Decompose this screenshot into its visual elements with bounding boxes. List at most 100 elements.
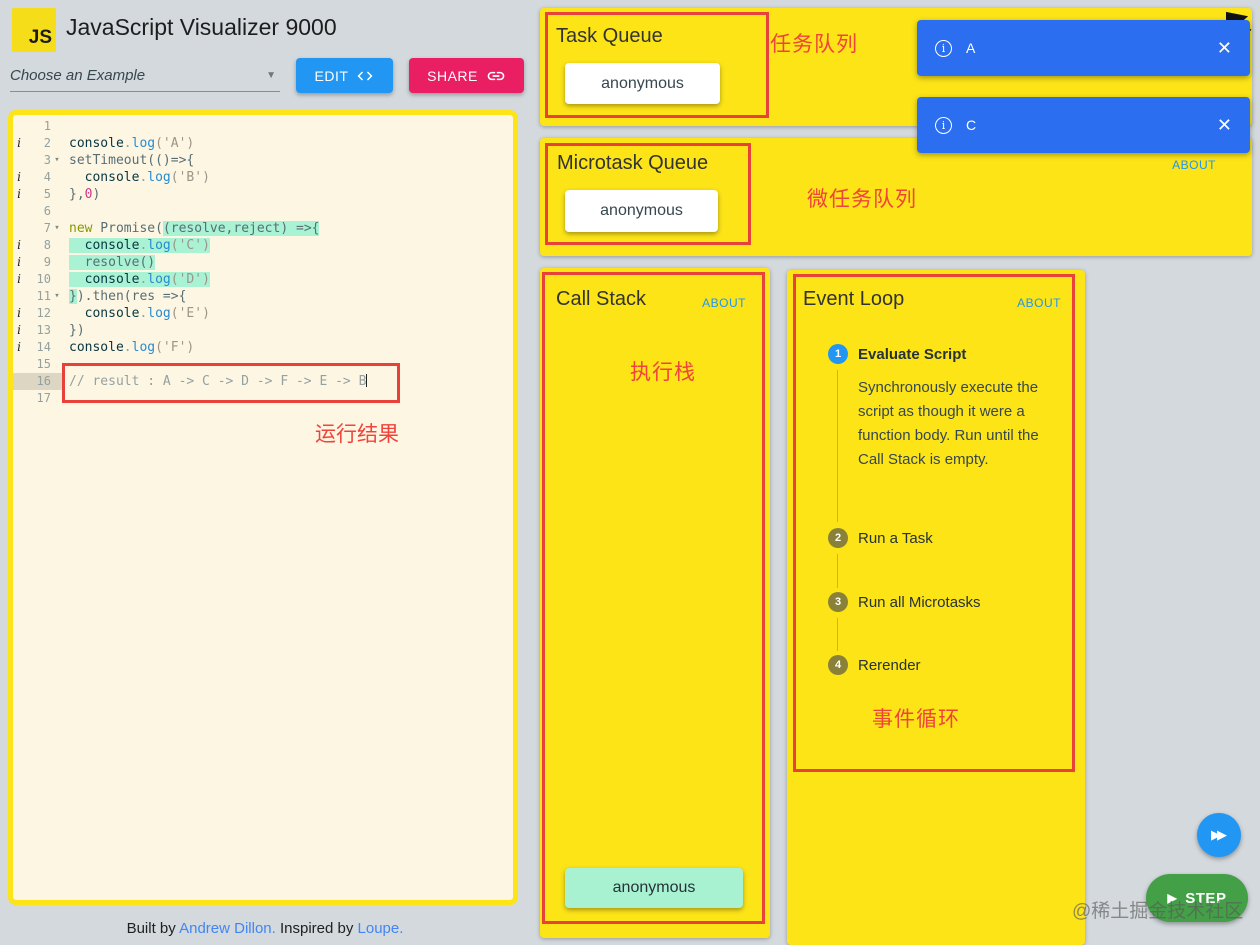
code-token: [69, 170, 85, 185]
js-logo: JS: [12, 8, 56, 52]
code-line-13[interactable]: i 13}): [13, 322, 513, 339]
js-logo-text: JS: [28, 27, 52, 48]
line-number: 2: [43, 136, 51, 150]
info-gutter-icon: i: [17, 170, 21, 184]
code-token: (resolve,reject) =>{: [162, 221, 320, 236]
step-badge-1: 1: [828, 344, 848, 364]
gutter-spacer: [51, 322, 63, 339]
code-gutter: i 13: [13, 322, 63, 339]
code-token: }): [69, 323, 85, 338]
line-number: 13: [36, 323, 51, 337]
gutter-spacer: [51, 305, 63, 322]
code-lines[interactable]: 1 i 2 console.log('A') 3 ▾ setTimeout(()=>{i 4 …: [13, 115, 513, 407]
code-line-17[interactable]: 17: [13, 390, 513, 407]
call-stack-title: Call Stack: [556, 288, 647, 310]
close-icon[interactable]: ✕: [1216, 114, 1232, 135]
close-icon[interactable]: ✕: [1216, 37, 1232, 58]
line-number: 7: [43, 221, 51, 235]
fold-arrow-icon[interactable]: ▾: [54, 291, 60, 301]
step-connector: [837, 618, 838, 651]
code-line-14[interactable]: i 14 console.log('F'): [13, 339, 513, 356]
edit-button[interactable]: EDIT: [296, 58, 393, 93]
example-select[interactable]: Choose an Example ▼: [10, 60, 280, 92]
code-token: .: [139, 238, 148, 253]
link-icon: [487, 71, 505, 80]
code-token: ('F'): [155, 340, 195, 355]
event-loop-cn-note: 事件循环: [872, 708, 960, 731]
gutter-spacer: [51, 254, 63, 271]
microtask-about-link[interactable]: ABOUT: [1172, 158, 1216, 172]
code-text: console.log('B'): [69, 169, 210, 186]
code-line-3[interactable]: 3 ▾ setTimeout(()=>{: [13, 152, 513, 169]
share-button[interactable]: SHARE: [409, 58, 524, 93]
toast-message: C: [966, 117, 977, 133]
code-gutter: i 12: [13, 305, 63, 322]
task-queue-cn-note: 任务队列: [770, 33, 858, 56]
line-number: 1: [43, 119, 51, 133]
code-token: console: [84, 306, 140, 321]
code-text: }): [69, 322, 85, 339]
info-gutter-icon: i: [17, 272, 21, 286]
code-token: log: [147, 238, 171, 253]
code-line-5[interactable]: i 5},0): [13, 186, 513, 203]
code-token: ('B'): [170, 170, 210, 185]
event-loop-about-link[interactable]: ABOUT: [1017, 296, 1061, 310]
gutter-spacer: [13, 390, 25, 407]
text-caret: [366, 374, 368, 387]
code-token: },: [69, 187, 85, 202]
code-icon: [357, 71, 373, 80]
code-line-1[interactable]: 1: [13, 118, 513, 135]
step-badge-4: 4: [828, 655, 848, 675]
code-token: [69, 272, 85, 287]
step-badge-3: 3: [828, 592, 848, 612]
call-stack-about-link[interactable]: ABOUT: [702, 296, 746, 310]
code-token: log: [147, 170, 171, 185]
code-token: resolve(): [69, 255, 156, 270]
fast-forward-button[interactable]: ▶▶: [1197, 813, 1241, 857]
gutter-spacer: [51, 339, 63, 356]
code-line-12[interactable]: i 12 console.log('E'): [13, 305, 513, 322]
code-text: console.log('A'): [69, 135, 194, 152]
micro-item: anonymous: [565, 190, 718, 232]
code-token: .: [139, 170, 148, 185]
microtask-queue-cn-note: 微任务队列: [807, 188, 917, 211]
toast-notification: i C ✕: [917, 97, 1250, 153]
fold-arrow-icon[interactable]: ▾: [54, 155, 60, 165]
code-editor[interactable]: 1 i 2 console.log('A') 3 ▾ setTimeout(()=>{i 4 …: [8, 110, 518, 905]
code-line-10[interactable]: i 10 console.log('D'): [13, 271, 513, 288]
gutter-spacer: [13, 118, 25, 135]
code-gutter: 15: [13, 356, 63, 373]
call-stack-panel: Call Stack ABOUT 执行栈 anonymous: [540, 268, 770, 938]
line-number: 6: [43, 204, 51, 218]
code-line-16[interactable]: 16 // result : A -> C -> D -> F -> E -> B: [13, 373, 513, 390]
info-icon: i: [935, 116, 952, 134]
fast-forward-icon: ▶▶: [1211, 827, 1227, 842]
code-line-11[interactable]: 11 ▾}).then(res =>{: [13, 288, 513, 305]
code-text: new Promise((resolve,reject) =>{: [69, 220, 320, 237]
footer-text: Inspired by: [275, 920, 358, 937]
author-link[interactable]: Andrew Dillon.: [179, 920, 276, 937]
fold-arrow-icon[interactable]: ▾: [54, 223, 60, 233]
code-line-15[interactable]: 15: [13, 356, 513, 373]
loupe-link[interactable]: Loupe.: [357, 920, 404, 937]
code-line-6[interactable]: 6: [13, 203, 513, 220]
code-line-2[interactable]: i 2 console.log('A'): [13, 135, 513, 152]
line-number: 9: [43, 255, 51, 269]
code-gutter: i 14: [13, 339, 63, 356]
line-number: 16: [36, 374, 51, 388]
code-line-7[interactable]: 7 ▾ new Promise((resolve,reject) =>{: [13, 220, 513, 237]
code-text: resolve(): [69, 254, 156, 271]
step-button-label: STEP: [1185, 889, 1227, 907]
code-token: setTimeout(()=>{: [69, 153, 195, 168]
code-token: log: [147, 306, 171, 321]
toast-message: A: [966, 40, 976, 56]
step-button[interactable]: ▶ STEP: [1146, 874, 1248, 922]
code-token: ('E'): [170, 306, 210, 321]
event-loop-title: Event Loop: [803, 288, 905, 310]
